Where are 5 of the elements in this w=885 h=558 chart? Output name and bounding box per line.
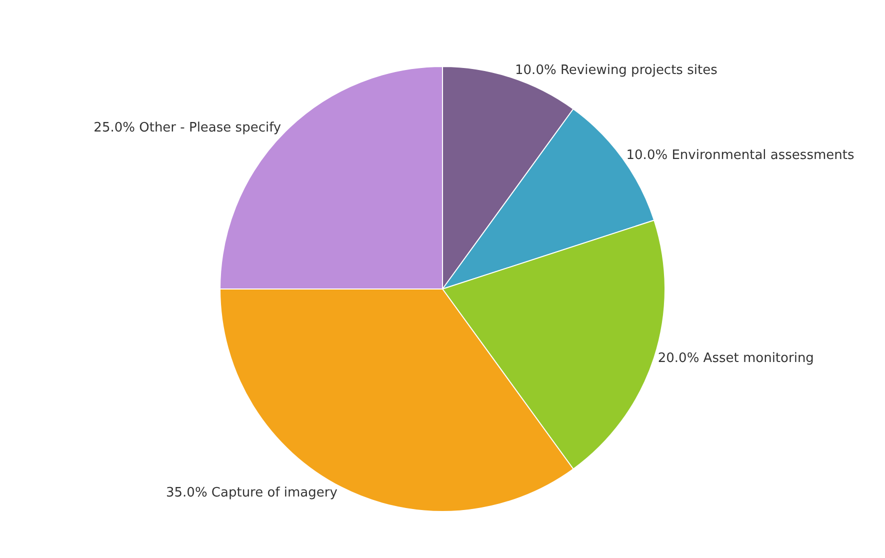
slice-label: 35.0% Capture of imagery [166, 486, 338, 501]
slice-label: 25.0% Other - Please specify [94, 120, 282, 136]
slice-label: 10.0% Reviewing projects sites [515, 63, 718, 78]
slice-label: 10.0% Environmental assessments [626, 148, 854, 164]
slice-label: 20.0% Asset monitoring [658, 350, 814, 366]
